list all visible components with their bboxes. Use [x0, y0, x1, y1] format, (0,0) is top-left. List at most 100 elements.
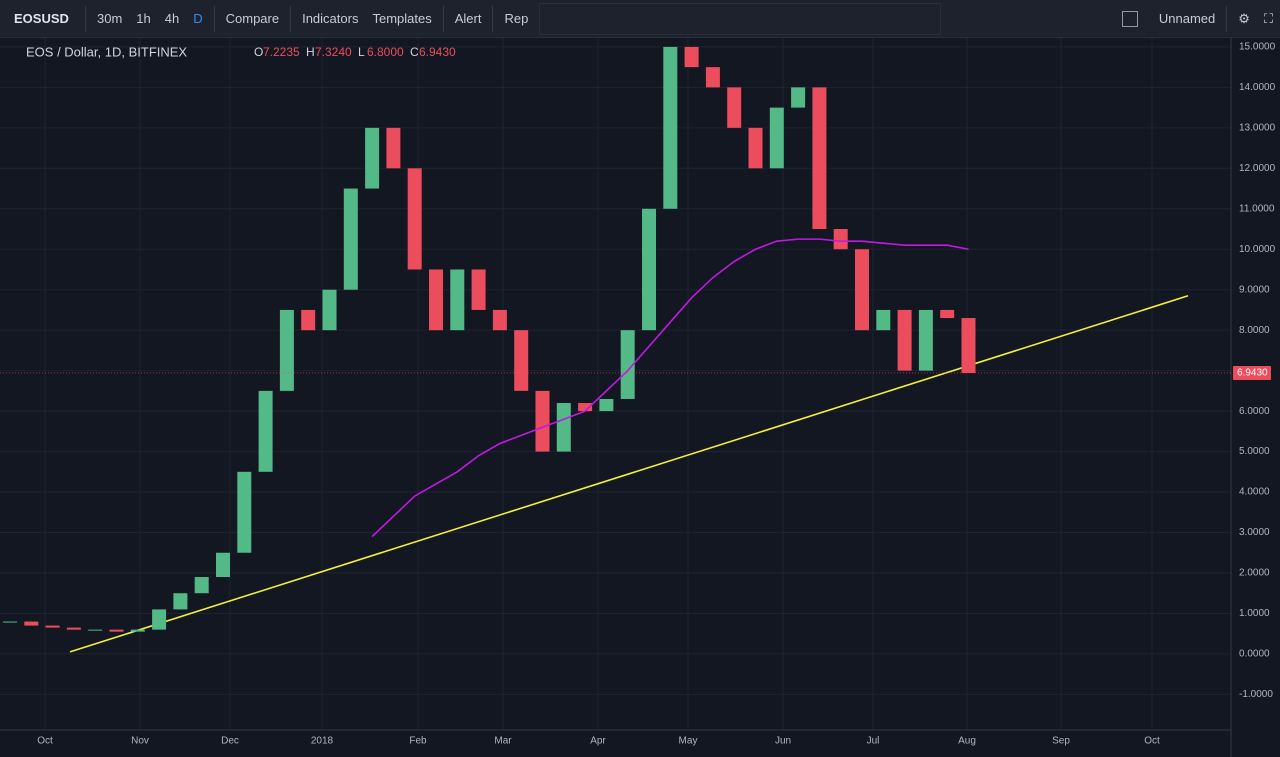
candle-body	[24, 621, 39, 626]
candle-body	[514, 330, 529, 391]
interval[interactable]: 4h	[164, 11, 180, 26]
candle-body	[897, 309, 912, 371]
indicators-button[interactable]: Indicators	[302, 11, 359, 26]
x-tick-label: Dec	[221, 736, 239, 747]
candle-body	[152, 609, 167, 630]
moving-average	[371, 238, 969, 538]
ohlc-name: C	[410, 45, 419, 59]
x-tick-label: Sep	[1052, 736, 1070, 747]
candle-body	[961, 318, 976, 373]
alert-button[interactable]: Alert	[454, 11, 482, 26]
y-tick-label: 4.0000	[1239, 487, 1270, 498]
candle-body	[216, 552, 230, 578]
candle-body	[556, 403, 571, 452]
compare-button[interactable]: Compare	[225, 11, 280, 26]
candle-body	[343, 188, 358, 290]
templates-button[interactable]: Templates	[372, 11, 432, 26]
layout-icon[interactable]	[1121, 10, 1138, 27]
candle-body	[322, 289, 337, 331]
candle-body	[791, 87, 806, 108]
ohlc-name: L	[358, 45, 365, 59]
candle-body	[876, 309, 891, 331]
ohlc-value: 7.2235	[263, 45, 300, 59]
y-tick-label: 5.0000	[1239, 446, 1270, 457]
candle-body	[492, 309, 507, 331]
candle-body	[194, 577, 209, 594]
interval[interactable]: D	[193, 11, 203, 26]
candle-body	[578, 403, 593, 412]
candle-body	[173, 593, 188, 610]
y-tick-label: 12.0000	[1239, 163, 1276, 174]
y-tick-label: 9.0000	[1239, 284, 1270, 295]
ohlc-value: 7.3240	[315, 45, 352, 59]
candle-body	[279, 309, 294, 391]
candle-body	[769, 107, 784, 169]
x-tick-label: Mar	[494, 736, 512, 747]
chart-title: EOS / Dollar, 1D, BITFINEX	[26, 44, 187, 59]
candle-body	[130, 629, 145, 632]
x-tick-label: 2018	[311, 736, 334, 747]
ohlc-name: H	[306, 45, 315, 59]
x-tick-label: May	[679, 736, 698, 747]
y-tick-label: 8.0000	[1239, 325, 1270, 336]
candle-body	[705, 67, 720, 88]
candle-body	[258, 390, 273, 472]
x-tick-label: Jun	[775, 736, 791, 747]
last-price-label: 6.9430	[1237, 368, 1268, 379]
x-tick-label: Apr	[590, 736, 606, 747]
candle-body	[535, 390, 550, 452]
candle-body	[684, 46, 699, 68]
interval[interactable]: 30m	[97, 11, 123, 26]
candle-body	[620, 330, 635, 399]
candle-body	[471, 269, 486, 310]
candle-body	[727, 87, 742, 128]
chart: EOS / Dollar, 1D, BITFINEX 15.0000 14.000…	[0, 38, 1280, 757]
y-tick-label: 2.0000	[1239, 568, 1270, 579]
y-tick-label: 0.0000	[1239, 649, 1270, 660]
x-tick-label: Nov	[131, 736, 149, 747]
candle-body	[599, 398, 614, 412]
candle-body	[812, 87, 827, 230]
candle-body	[88, 629, 103, 631]
replay-button[interactable]: Rep	[504, 11, 529, 26]
grid	[0, 38, 1231, 730]
candle-body	[407, 168, 422, 270]
candle-body	[748, 127, 763, 169]
y-tick-label: 15.0000	[1239, 42, 1276, 53]
symbol[interactable]: EOSUSD	[14, 11, 69, 26]
candle-body	[833, 229, 848, 250]
x-tick-label: Jul	[867, 736, 880, 747]
candle-body	[66, 627, 81, 630]
ohlc-value: 6.9430	[419, 45, 456, 59]
toolbar: EOSUSD 30m 1h 4h D Compare Indicators Te…	[0, 0, 1280, 38]
candle-body	[663, 46, 678, 209]
candle-body	[940, 309, 955, 319]
y-tick-label: 11.0000	[1239, 203, 1275, 214]
settings-icon[interactable]: ⚙	[1238, 10, 1250, 26]
candle-body	[642, 208, 656, 331]
trendline	[69, 295, 1189, 653]
ohlc-value: 6.8000	[367, 45, 404, 59]
ohlc-name: O	[254, 45, 263, 59]
y-tick-label: 3.0000	[1239, 527, 1270, 538]
y-tick-label: 10.0000	[1239, 244, 1276, 255]
x-tick-label: Oct	[1144, 736, 1160, 747]
candle-body	[237, 471, 252, 553]
fullscreen-icon[interactable]: ⛶	[1263, 10, 1273, 26]
price-axis	[1231, 38, 1280, 757]
candle-body	[109, 629, 124, 632]
candle-body	[918, 309, 933, 371]
y-tick-label: 6.0000	[1239, 406, 1270, 417]
x-tick-label: Aug	[958, 736, 976, 747]
candle-body	[301, 309, 316, 331]
candle-body	[429, 269, 443, 331]
y-tick-label: 14.0000	[1239, 82, 1276, 93]
x-tick-label: Feb	[409, 736, 427, 747]
drawing-toolbar[interactable]	[539, 2, 942, 35]
layout-name[interactable]: Unnamed	[1158, 11, 1216, 26]
interval[interactable]: 1h	[136, 11, 151, 26]
candle-body	[45, 625, 60, 628]
candle-body	[3, 621, 17, 623]
candle-body	[386, 127, 401, 169]
